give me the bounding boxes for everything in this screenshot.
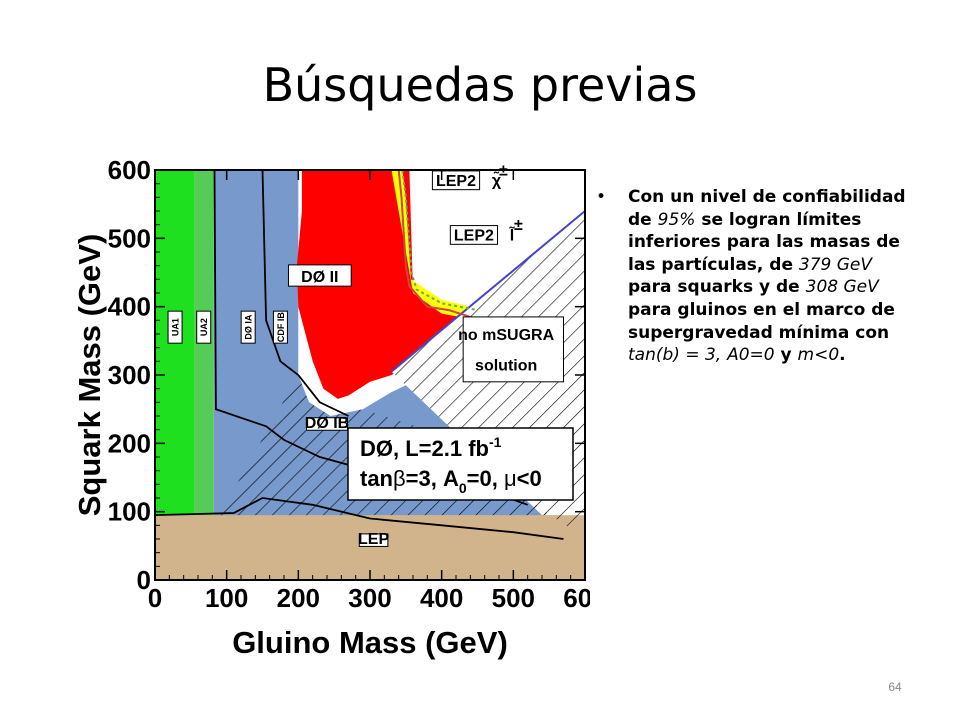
bullet-segment: y	[774, 345, 798, 366]
x-tick-label: 300	[348, 583, 391, 613]
x-tick-label: 200	[277, 583, 320, 613]
label-no-msugra: no mSUGRA	[458, 327, 554, 344]
bullet-list: • Con un nivel de confiabilidad de 95% s…	[590, 186, 910, 367]
info-beta: β	[393, 466, 406, 491]
x-tick-label: 600	[563, 583, 590, 613]
bullet-text: Con un nivel de confiabilidad de 95% se …	[628, 187, 906, 365]
y-tick-label: 600	[108, 155, 151, 185]
svg-text:DØ IA: DØ IA	[244, 314, 254, 340]
x-tick-label: 0	[148, 583, 162, 613]
info-a0-sub: 0	[459, 480, 467, 496]
y-tick-label: 500	[108, 223, 151, 253]
info-mu: μ	[504, 466, 517, 491]
svg-text:DØ, L=2.1 fb-1: DØ, L=2.1 fb-1	[360, 434, 502, 461]
x-tick-label: 500	[492, 583, 535, 613]
bullet-segment: A0=0	[727, 345, 775, 366]
limit-contours	[155, 170, 585, 540]
y-axis-title: Squark Mass (GeV)	[72, 234, 107, 517]
slide-title: Búsquedas previas	[262, 58, 698, 112]
info-lt0: <0	[517, 466, 542, 491]
bullet-segment: 379 GeV	[798, 254, 873, 275]
region-labels: UA1 UA2 DØ IA CDF IB DØ II DØ IB LEP2 LEP2 no mS…	[167, 162, 564, 548]
bullet-segment: 308 GeV	[805, 277, 879, 298]
svg-text:CDF IB: CDF IB	[276, 312, 286, 342]
lep2-slepton-symbol: l̃	[508, 225, 515, 245]
y-tick-label: 100	[108, 497, 151, 527]
info-tan: tan	[360, 466, 393, 491]
bullet-segment: tan(b) = 3,	[628, 345, 722, 366]
bullet-segment: 95%	[657, 209, 696, 230]
svg-text:UA2: UA2	[199, 318, 209, 336]
x-tick-label: 400	[420, 583, 463, 613]
x-tick-label: 100	[205, 583, 248, 613]
bullet-segment: Con un nivel de confiabilidad de	[628, 187, 906, 230]
info-box: DØ, L=2.1 fb-1 tanβ=3, A0=0, μ<0	[347, 427, 574, 501]
contour-lep2-slepton	[390, 210, 585, 373]
info-line1-sup: -1	[489, 434, 502, 450]
label-lep2: LEP2	[454, 228, 494, 245]
contour-cdf-ib	[261, 170, 349, 417]
label-box-d-ii	[287, 264, 352, 287]
label-box-d-ib	[306, 417, 348, 431]
label-lep: LEP	[358, 531, 389, 548]
label-d-ii: DØ II	[301, 269, 338, 286]
contour-lep-limit	[155, 497, 564, 540]
axis-ticks: 0 100 200 300 400 500 600 0 100 200 300 400 500 600	[108, 155, 590, 613]
bullet-segment: se logran límites inferiores para las ma…	[628, 209, 900, 275]
y-tick-label: 400	[108, 292, 151, 322]
lep2-slepton-sup: ±	[514, 217, 523, 234]
label-d-ia: DØ IA	[240, 310, 256, 344]
label-ua2: UA2	[196, 310, 212, 344]
info-line1: DØ, L=2.1 fb	[360, 436, 489, 461]
label-box-lep	[358, 533, 389, 547]
bullet-segment: m<0	[797, 345, 840, 366]
region-ua2	[194, 170, 220, 580]
info-a0: =3, A	[406, 466, 459, 491]
bullet-segment: para squarks y de	[628, 277, 806, 298]
label-ua1: UA1	[167, 310, 183, 344]
bullet-item: • Con un nivel de confiabilidad de 95% s…	[590, 186, 910, 367]
bullet-segment: .	[839, 345, 846, 366]
region-ua1	[155, 170, 195, 580]
label-d-ib: DØ IB	[305, 415, 349, 432]
no-msugra-box	[462, 316, 564, 383]
svg-text:UA1: UA1	[171, 318, 181, 336]
x-axis-title: Gluino Mass (GeV)	[232, 625, 508, 660]
info-eq0: =0,	[467, 466, 504, 491]
svg-text:tanβ=3, A0=0, μ<0: tanβ=3, A0=0, μ<0	[360, 466, 542, 496]
page-number: 64	[888, 680, 902, 694]
bullet-dot: •	[596, 187, 607, 207]
y-tick-label: 200	[108, 428, 151, 458]
label-cdf-ib: CDF IB	[272, 310, 288, 344]
lep2-chargino-symbol: χ̃	[492, 170, 502, 190]
label-lep2: LEP2	[436, 173, 476, 190]
region-lep2-chargino	[391, 170, 499, 321]
contour-lep2-chargino	[397, 170, 471, 318]
region-lep	[155, 515, 585, 580]
y-tick-label: 0	[137, 565, 151, 595]
y-tick-label: 300	[108, 360, 151, 390]
label-solution: solution	[475, 358, 537, 375]
bullet-segment: para gluinos en el marco de supergraveda…	[628, 299, 895, 343]
exclusion-plot: UA1 UA2 DØ IA CDF IB DØ II DØ IB LEP2 LEP2 no mS…	[72, 155, 590, 660]
label-box-lep2	[449, 225, 499, 245]
